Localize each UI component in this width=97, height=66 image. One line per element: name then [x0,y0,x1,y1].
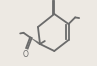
Text: O: O [23,50,28,59]
Polygon shape [30,37,41,45]
